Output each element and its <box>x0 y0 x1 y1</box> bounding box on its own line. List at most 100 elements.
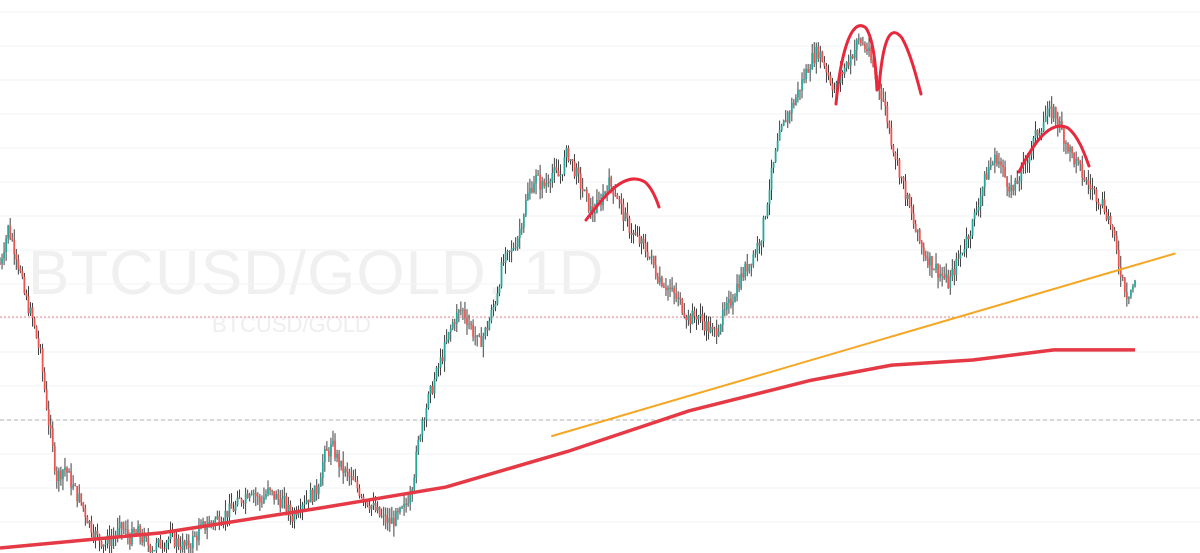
candle-body <box>1103 199 1106 212</box>
candle-body <box>675 293 678 299</box>
candle-body <box>949 276 952 289</box>
candle-body <box>833 89 836 91</box>
candle-body <box>845 62 848 68</box>
candle-body <box>482 336 485 347</box>
candle-body <box>760 241 763 246</box>
candle-body <box>102 544 105 547</box>
candle-body <box>33 318 36 327</box>
candle-body <box>301 504 304 510</box>
candle-body <box>1056 118 1059 126</box>
candle-body <box>258 496 261 503</box>
candle-body <box>744 263 747 278</box>
candle-body <box>336 453 338 458</box>
candle-body <box>650 256 653 258</box>
candle-body <box>563 157 566 175</box>
candle-body <box>470 323 472 325</box>
candle-body <box>679 297 682 300</box>
candle-body <box>695 316 698 320</box>
candle-body <box>1107 216 1110 220</box>
candle-body <box>256 496 259 497</box>
grid-lines <box>0 11 1200 523</box>
candle-body <box>790 102 793 114</box>
candle-body <box>384 514 387 523</box>
candle-body <box>90 521 93 533</box>
candle-body <box>191 536 194 549</box>
candle-body <box>35 326 38 339</box>
candle-body <box>614 194 617 196</box>
candle-body <box>1050 106 1053 119</box>
candle-body <box>1048 106 1051 109</box>
candle-body <box>502 262 505 263</box>
candle-body <box>449 328 452 333</box>
candle-body <box>807 68 810 73</box>
candle-body <box>514 246 517 249</box>
candle-body <box>478 335 481 337</box>
candle-body <box>971 219 974 236</box>
candle-body <box>931 256 933 270</box>
candle-body <box>951 268 954 277</box>
candle-body <box>1091 188 1094 190</box>
candle-body <box>754 253 757 255</box>
candle-body <box>685 317 688 321</box>
candle-body <box>693 310 696 317</box>
candle-body <box>226 510 229 518</box>
candle-body <box>652 256 655 266</box>
candle-body <box>1105 211 1108 220</box>
candle-body <box>622 203 625 221</box>
candle-body <box>1002 164 1004 168</box>
candle-body <box>728 298 730 303</box>
candle-body <box>297 511 300 516</box>
candle-body <box>362 496 365 501</box>
candle-body <box>616 195 619 199</box>
candle-body <box>496 293 499 304</box>
candle-body <box>70 471 72 488</box>
candle-body <box>1012 184 1015 191</box>
candle-body <box>898 159 901 178</box>
candle-body <box>900 176 903 178</box>
candle-body <box>719 325 722 332</box>
candle-body <box>92 532 95 539</box>
candle-body <box>1083 177 1086 181</box>
candle-body <box>991 162 994 165</box>
candle-body <box>41 348 44 373</box>
candle-body <box>232 508 235 512</box>
candle-body <box>433 379 436 394</box>
candle-body <box>998 161 1000 165</box>
candle-body <box>3 252 5 259</box>
candle-body <box>399 507 401 513</box>
candle-body <box>994 154 996 163</box>
candle-body <box>445 339 448 343</box>
candle-body <box>707 321 710 333</box>
candle-body <box>145 534 148 539</box>
candle-body <box>683 312 686 318</box>
candle-body <box>346 468 349 473</box>
candle-body <box>460 310 462 312</box>
candle-body <box>890 127 893 146</box>
candle-body <box>732 301 734 306</box>
candle-body <box>185 540 188 546</box>
candle-body <box>108 535 111 547</box>
candle-body <box>888 122 891 128</box>
candle-body <box>851 55 854 58</box>
candle-body <box>76 486 79 502</box>
candle-body <box>401 506 403 508</box>
candle-body <box>240 498 243 504</box>
candle-body <box>453 322 456 324</box>
candle-body <box>821 51 824 62</box>
candle-body <box>989 164 992 168</box>
candle-body <box>419 435 422 440</box>
candle-body <box>717 331 720 336</box>
candle-body <box>920 241 923 248</box>
candle-body <box>606 191 608 193</box>
candle-body <box>1026 163 1029 164</box>
candle-body <box>975 210 978 213</box>
candle-body <box>94 530 97 539</box>
candle-body <box>628 218 631 233</box>
candle-body <box>805 68 807 80</box>
candle-body <box>914 224 917 233</box>
candle-body <box>636 234 639 236</box>
candle-body <box>916 229 919 233</box>
candle-body <box>153 550 156 552</box>
candle-body <box>9 225 12 239</box>
